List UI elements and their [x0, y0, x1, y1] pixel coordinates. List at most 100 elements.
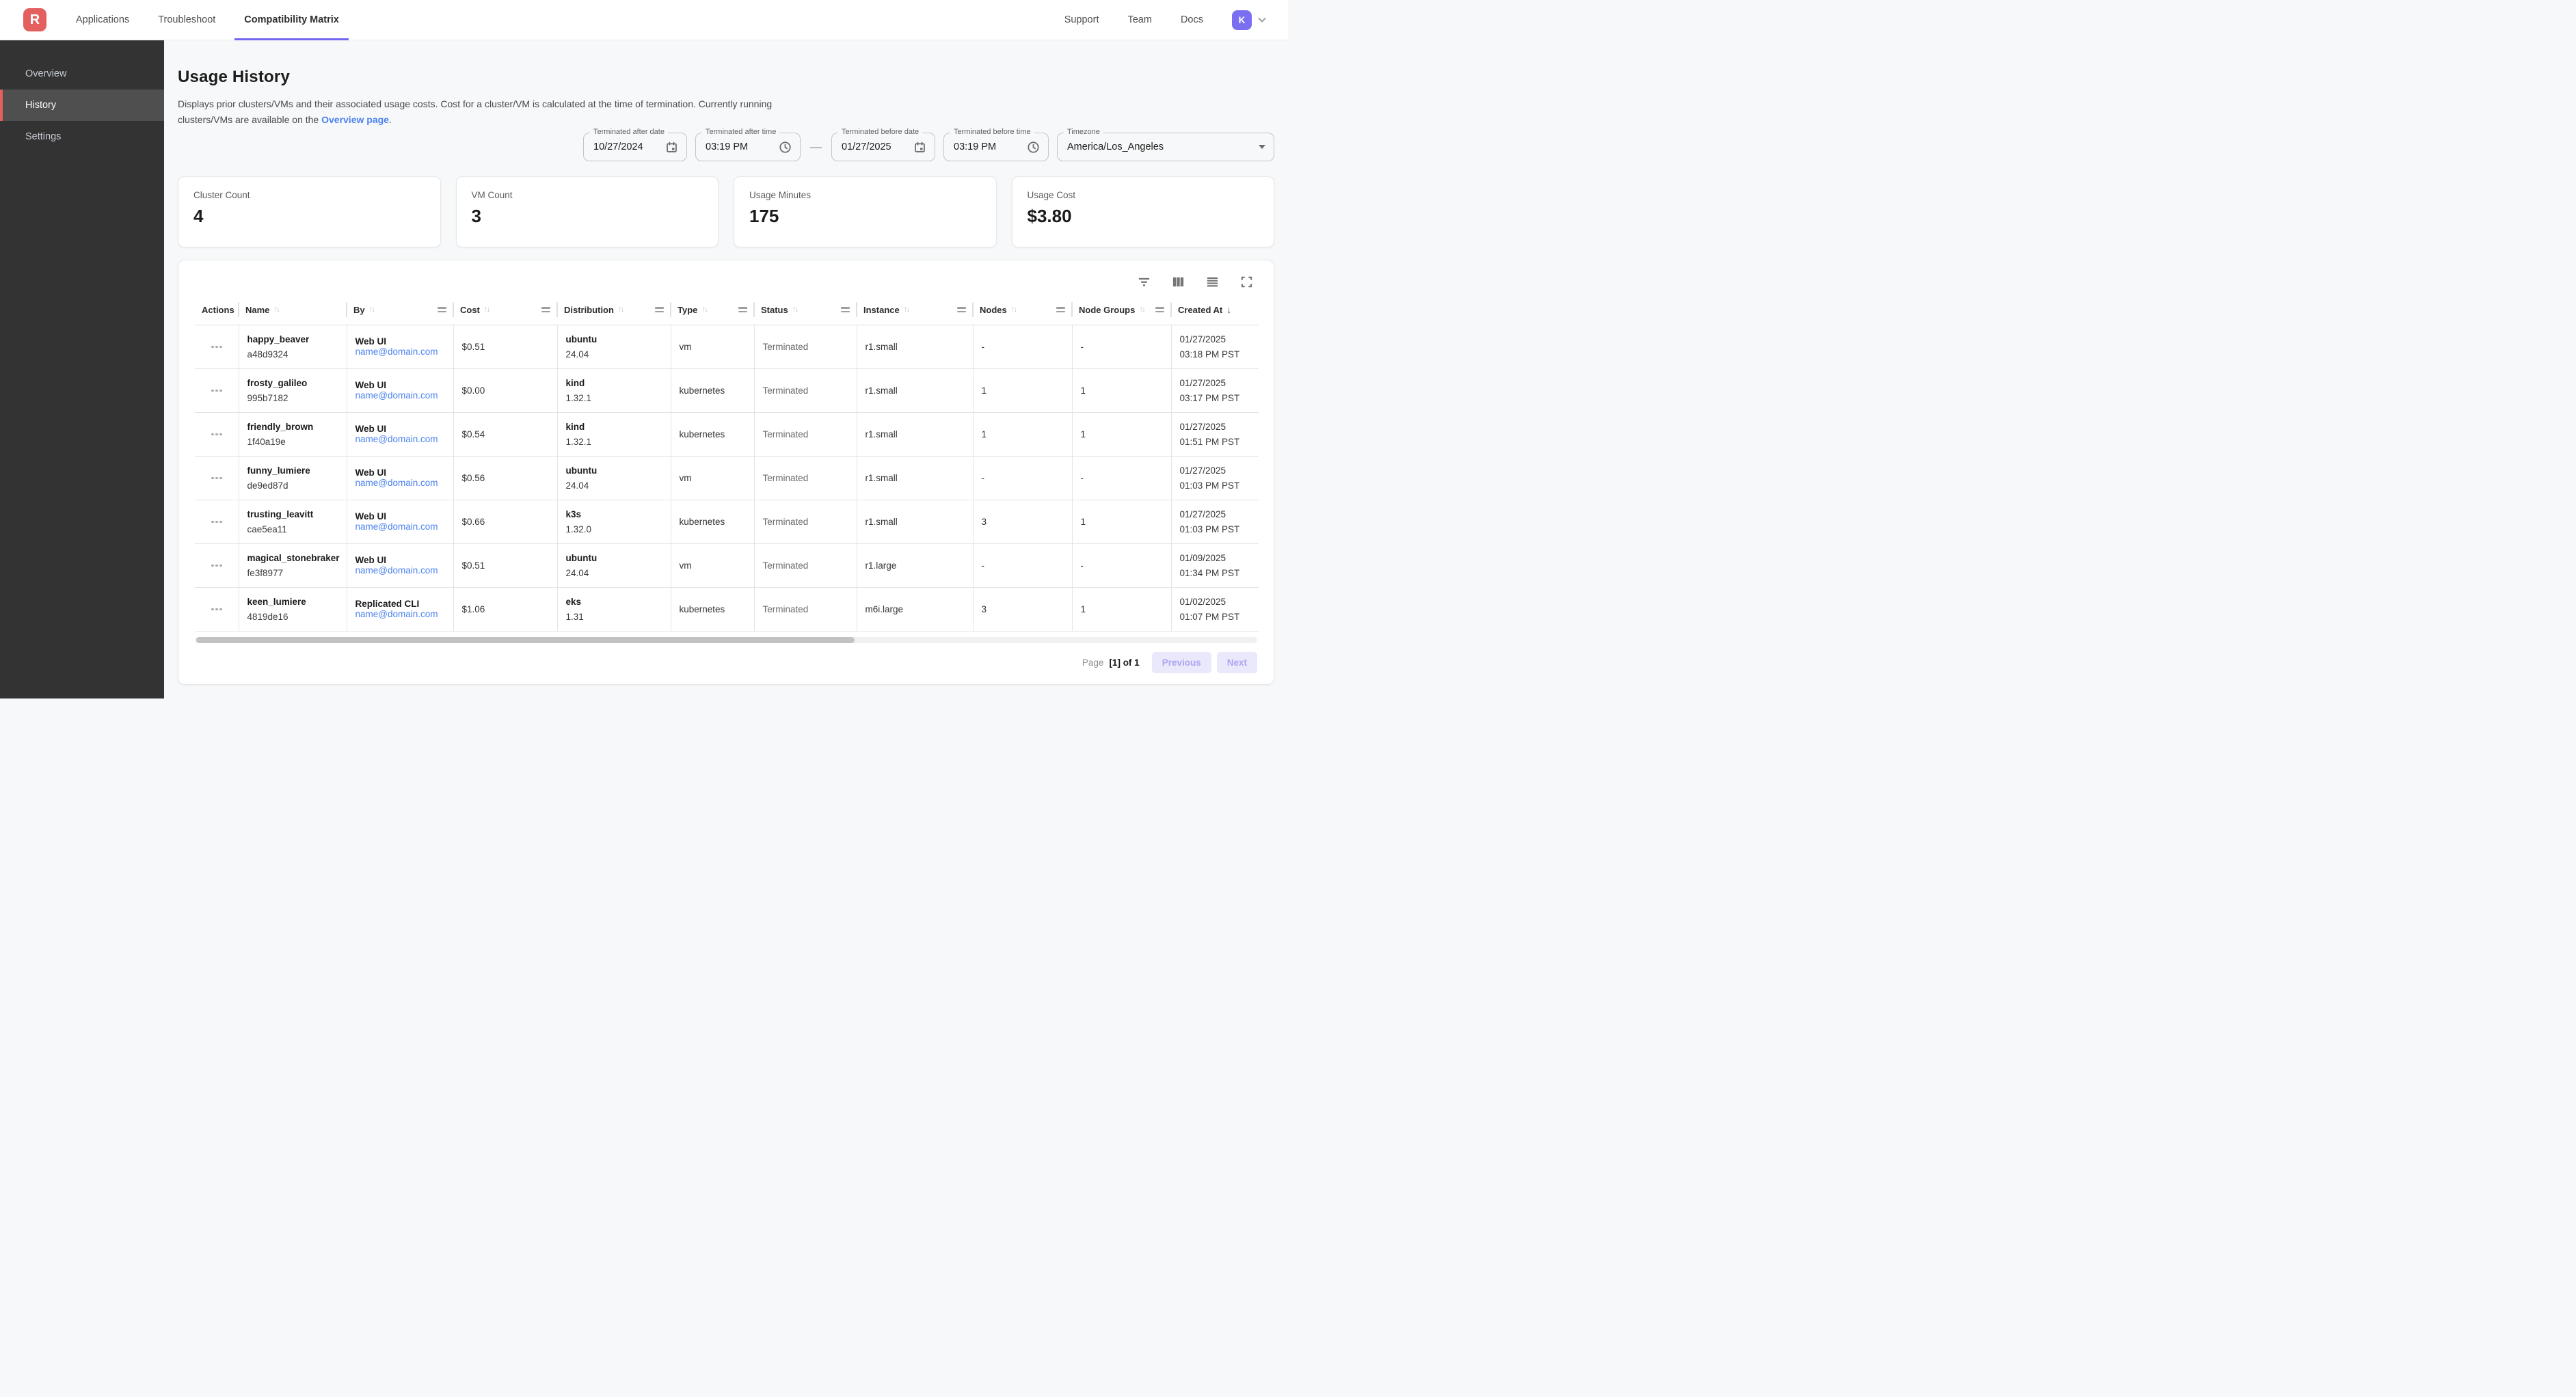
top-nav: R Applications Troubleshoot Compatibility …: [0, 0, 1288, 40]
logo-letter: R: [29, 12, 40, 27]
sidebar-item-history[interactable]: History: [0, 90, 164, 121]
column-header-node-groups[interactable]: Node Groups ↑↓: [1072, 295, 1171, 325]
table-row[interactable]: happy_beaver a48d9324 Web UI name@domain.co…: [195, 325, 1259, 369]
column-menu-icon[interactable]: [1056, 307, 1065, 313]
column-menu-icon[interactable]: [1155, 307, 1164, 313]
column-menu-icon[interactable]: [438, 307, 446, 313]
avatar[interactable]: K: [1232, 10, 1252, 30]
docs-link[interactable]: Docs: [1180, 14, 1203, 25]
fullscreen-button[interactable]: [1239, 274, 1255, 290]
density-button[interactable]: [1205, 274, 1220, 290]
cell-name: keen_lumiere 4819de16: [239, 587, 347, 632]
row-actions-button[interactable]: [209, 560, 225, 571]
clock-icon[interactable]: [779, 141, 792, 154]
email-link[interactable]: name@domain.com: [355, 390, 438, 401]
sidebar-item-settings[interactable]: Settings: [0, 121, 164, 152]
sort-arrows-icon[interactable]: ↑↓: [792, 306, 799, 314]
row-actions-button[interactable]: [209, 517, 225, 528]
terminated-after-date-value[interactable]: 10/27/2024: [593, 141, 643, 153]
calendar-icon[interactable]: [665, 141, 678, 154]
column-menu-icon[interactable]: [957, 307, 966, 313]
overview-page-link[interactable]: Overview page: [321, 113, 389, 125]
email-link[interactable]: name@domain.com: [355, 478, 438, 489]
filter-bar: Terminated after date 10/27/2024 Termina…: [178, 128, 1274, 162]
column-menu-icon[interactable]: [841, 307, 850, 313]
terminated-before-date-value[interactable]: 01/27/2025: [842, 141, 891, 153]
column-header-type[interactable]: Type ↑↓: [671, 295, 754, 325]
scrollbar-thumb[interactable]: [196, 636, 855, 643]
row-actions-button[interactable]: [209, 385, 225, 396]
sort-arrows-icon[interactable]: ↑↓: [483, 306, 490, 314]
cell-node-groups: -: [1072, 456, 1172, 500]
sort-arrows-icon[interactable]: ↑↓: [368, 306, 375, 314]
row-actions-button[interactable]: [209, 473, 225, 484]
table-row[interactable]: trusting_leavitt cae5ea11 Web UI name@domai…: [195, 500, 1259, 544]
sort-arrows-icon[interactable]: ↑↓: [273, 306, 280, 314]
previous-page-button[interactable]: Previous: [1151, 651, 1211, 673]
sort-arrows-icon[interactable]: ↑↓: [1139, 306, 1145, 314]
column-header-instance[interactable]: Instance ↑↓: [857, 295, 973, 325]
row-actions-button[interactable]: [209, 429, 225, 440]
column-menu-icon[interactable]: [738, 307, 747, 313]
sidebar-item-overview[interactable]: Overview: [0, 58, 164, 90]
column-menu-icon[interactable]: [541, 307, 550, 313]
filter-button[interactable]: [1136, 274, 1152, 290]
tab-troubleshoot[interactable]: Troubleshoot: [144, 0, 230, 40]
horizontal-scrollbar[interactable]: [195, 636, 1257, 643]
column-header-actions[interactable]: Actions: [195, 295, 239, 325]
sort-arrows-icon[interactable]: ↑↓: [1010, 306, 1017, 314]
timezone-value[interactable]: America/Los_Angeles: [1067, 141, 1164, 153]
email-link[interactable]: name@domain.com: [355, 609, 438, 620]
sort-arrows-icon[interactable]: ↑↓: [617, 306, 624, 314]
table-row[interactable]: friendly_brown 1f40a19e Web UI name@domain.…: [195, 412, 1259, 457]
table-row[interactable]: frosty_galileo 995b7182 Web UI name@domain.…: [195, 368, 1259, 413]
table-row[interactable]: magical_stonebraker fe3f8977 Web UI name@do…: [195, 543, 1259, 588]
column-header-label: Name: [245, 304, 270, 315]
account-menu[interactable]: K: [1232, 10, 1267, 30]
tab-compatibility-matrix[interactable]: Compatibility Matrix: [230, 0, 353, 40]
column-header-distribution[interactable]: Distribution ↑↓: [557, 295, 671, 325]
terminated-before-time-value[interactable]: 03:19 PM: [954, 141, 997, 153]
support-link[interactable]: Support: [1064, 14, 1099, 25]
sort-arrows-icon[interactable]: ↑↓: [903, 306, 910, 314]
terminated-after-date-field[interactable]: Terminated after date 10/27/2024: [583, 128, 687, 162]
terminated-after-time-field[interactable]: Terminated after time 03:19 PM: [695, 128, 801, 162]
email-link[interactable]: name@domain.com: [355, 434, 438, 445]
calendar-icon[interactable]: [913, 141, 926, 154]
column-header-status[interactable]: Status ↑↓: [754, 295, 857, 325]
replicated-logo[interactable]: R: [23, 8, 46, 31]
cell-status: Terminated: [754, 412, 857, 457]
column-header-name[interactable]: Name ↑↓: [239, 295, 347, 325]
dropdown-arrow-icon[interactable]: [1259, 145, 1265, 150]
cell-node-groups: 1: [1072, 500, 1172, 544]
tab-applications[interactable]: Applications: [62, 0, 144, 40]
terminated-before-date-field[interactable]: Terminated before date 01/27/2025: [831, 128, 935, 162]
table-row[interactable]: funny_lumiere de9ed87d Web UI name@domain.c…: [195, 456, 1259, 500]
row-actions-button[interactable]: [209, 604, 225, 615]
column-header-by[interactable]: By ↑↓: [347, 295, 453, 325]
sort-desc-arrow-icon[interactable]: ↓: [1226, 304, 1232, 316]
cell-instance: r1.small: [857, 325, 974, 369]
column-header-created-at[interactable]: Created At ↓: [1171, 295, 1259, 325]
columns-button[interactable]: [1170, 274, 1186, 290]
terminated-before-time-field[interactable]: Terminated before time 03:19 PM: [943, 128, 1049, 162]
terminated-before-time-label: Terminated before time: [950, 128, 1034, 137]
terminated-after-time-value[interactable]: 03:19 PM: [706, 141, 749, 153]
email-link[interactable]: name@domain.com: [355, 347, 438, 357]
column-header-cost[interactable]: Cost ↑↓: [453, 295, 557, 325]
column-menu-icon[interactable]: [655, 307, 664, 313]
cell-node-groups: -: [1072, 325, 1172, 369]
timezone-select[interactable]: Timezone America/Los_Angeles: [1057, 128, 1274, 162]
email-link[interactable]: name@domain.com: [355, 521, 438, 532]
cell-created-at: 01/27/2025 01:03 PM PST: [1171, 500, 1259, 544]
row-actions-button[interactable]: [209, 342, 225, 353]
table-row[interactable]: keen_lumiere 4819de16 Replicated CLI name@d…: [195, 587, 1259, 632]
clock-icon[interactable]: [1027, 141, 1040, 154]
email-link[interactable]: name@domain.com: [355, 565, 438, 576]
chevron-down-icon[interactable]: [1257, 14, 1267, 25]
team-link[interactable]: Team: [1127, 14, 1152, 25]
next-page-button[interactable]: Next: [1216, 651, 1257, 673]
sort-arrows-icon[interactable]: ↑↓: [701, 306, 708, 314]
column-header-nodes[interactable]: Nodes ↑↓: [973, 295, 1072, 325]
cell-line-primary: happy_beaver: [247, 334, 310, 344]
